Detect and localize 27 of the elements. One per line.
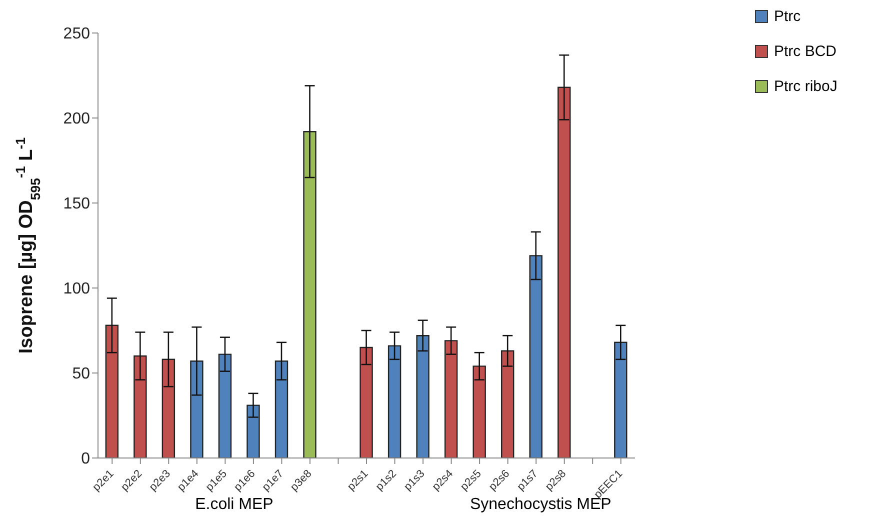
bar <box>388 345 402 458</box>
bar <box>558 86 571 458</box>
bar <box>134 355 147 458</box>
legend-label: Ptrc BCD <box>774 43 837 60</box>
bar <box>360 346 373 458</box>
bar <box>218 354 232 458</box>
bar <box>190 360 204 458</box>
y-tick-label: 150 <box>63 196 90 213</box>
bar <box>303 131 316 458</box>
legend-label: Ptrc riboJ <box>774 78 838 95</box>
bar <box>529 255 542 458</box>
bar <box>246 404 260 458</box>
bar <box>614 342 628 458</box>
bar <box>416 335 430 458</box>
legend-label: Ptrc <box>774 8 801 25</box>
bar <box>162 358 176 458</box>
y-tick-label: 200 <box>63 110 90 128</box>
bar <box>444 340 458 458</box>
text: E.coli MEP <box>194 496 274 514</box>
y-tick-label: 0 <box>81 450 90 468</box>
y-tick-label: 100 <box>63 280 90 298</box>
bar <box>274 360 288 458</box>
bar <box>472 366 486 458</box>
bar <box>105 324 119 458</box>
y-tick-label: 250 <box>63 26 90 43</box>
bar <box>501 350 514 458</box>
y-tick-label: 50 <box>72 366 90 383</box>
